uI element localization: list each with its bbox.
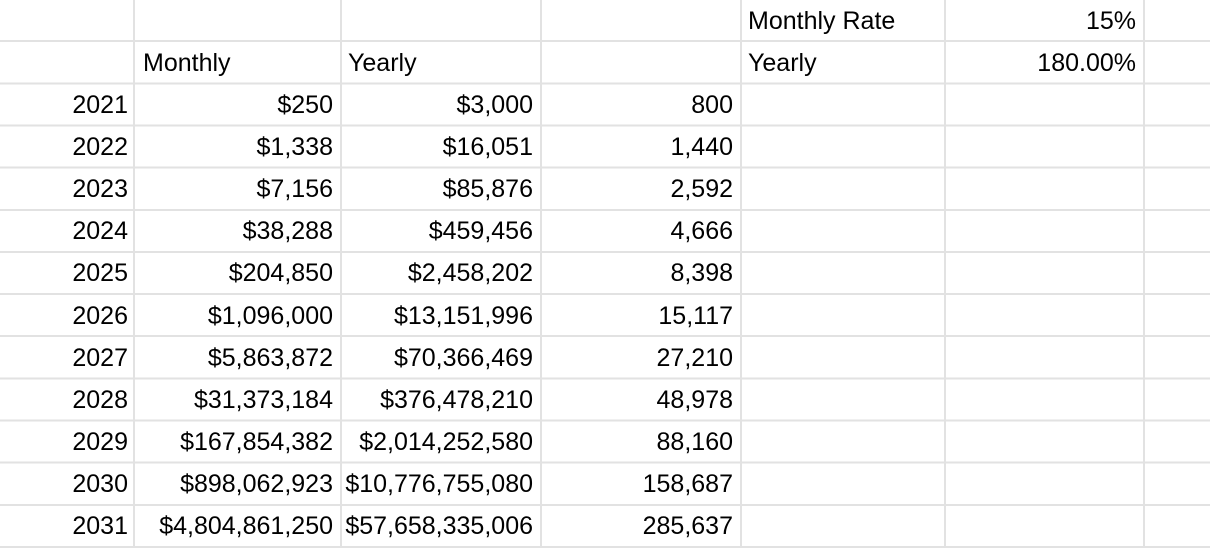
cell-yearly-rate-label[interactable]: Yearly — [748, 48, 817, 77]
column-gridline — [944, 0, 946, 548]
cell-yearly[interactable]: $16,051 — [442, 132, 533, 161]
cell-monthly[interactable]: $898,062,923 — [180, 470, 333, 499]
cell-header-yearly[interactable]: Yearly — [348, 48, 417, 77]
cell-yearly[interactable]: $2,014,252,580 — [359, 427, 533, 456]
cell-count[interactable]: 158,687 — [642, 470, 733, 499]
cell-year[interactable]: 2021 — [72, 90, 128, 119]
cell-yearly[interactable]: $376,478,210 — [380, 385, 533, 414]
cell-year[interactable]: 2027 — [72, 343, 128, 372]
cell-monthly[interactable]: $7,156 — [256, 175, 333, 204]
cell-yearly[interactable]: $85,876 — [442, 175, 533, 204]
column-gridline — [340, 0, 342, 548]
cell-yearly-rate-value[interactable]: 180.00% — [1037, 48, 1136, 77]
cell-yearly[interactable]: $13,151,996 — [393, 301, 533, 330]
column-gridline — [1143, 0, 1145, 548]
cell-yearly[interactable]: $70,366,469 — [393, 343, 533, 372]
cell-count[interactable]: 27,210 — [656, 343, 733, 372]
cell-year[interactable]: 2022 — [72, 132, 128, 161]
cell-count[interactable]: 88,160 — [656, 427, 733, 456]
cell-yearly[interactable]: $57,658,335,006 — [345, 512, 533, 541]
cell-monthly[interactable]: $4,804,861,250 — [159, 512, 333, 541]
cell-yearly[interactable]: $3,000 — [456, 90, 533, 119]
cell-count[interactable]: 1,440 — [670, 132, 733, 161]
cell-header-monthly[interactable]: Monthly — [143, 48, 231, 77]
cell-monthly-rate-label[interactable]: Monthly Rate — [748, 6, 896, 35]
column-gridline — [540, 0, 542, 548]
cell-count[interactable]: 8,398 — [670, 259, 733, 288]
cell-year[interactable]: 2026 — [72, 301, 128, 330]
cell-year[interactable]: 2029 — [72, 427, 128, 456]
cell-monthly[interactable]: $1,096,000 — [207, 301, 333, 330]
column-gridline — [740, 0, 742, 548]
cell-monthly[interactable]: $204,850 — [228, 259, 333, 288]
cell-monthly-rate-value[interactable]: 15% — [1085, 6, 1136, 35]
cell-count[interactable]: 800 — [691, 90, 733, 119]
cell-year[interactable]: 2025 — [72, 259, 128, 288]
cell-monthly[interactable]: $1,338 — [256, 132, 333, 161]
cell-yearly[interactable]: $2,458,202 — [407, 259, 533, 288]
column-gridline — [133, 0, 135, 548]
cell-year[interactable]: 2024 — [72, 217, 128, 246]
cell-year[interactable]: 2023 — [72, 175, 128, 204]
cell-yearly[interactable]: $459,456 — [428, 217, 533, 246]
cell-year[interactable]: 2031 — [72, 512, 128, 541]
cell-monthly[interactable]: $5,863,872 — [207, 343, 333, 372]
cell-year[interactable]: 2028 — [72, 385, 128, 414]
cell-year[interactable]: 2030 — [72, 470, 128, 499]
cell-monthly[interactable]: $250 — [277, 90, 333, 119]
cell-monthly[interactable]: $167,854,382 — [180, 427, 333, 456]
cell-count[interactable]: 2,592 — [670, 175, 733, 204]
cell-yearly[interactable]: $10,776,755,080 — [345, 470, 533, 499]
cell-count[interactable]: 48,978 — [656, 385, 733, 414]
cell-monthly[interactable]: $38,288 — [242, 217, 333, 246]
cell-count[interactable]: 15,117 — [658, 301, 733, 330]
cell-monthly[interactable]: $31,373,184 — [193, 385, 333, 414]
cell-count[interactable]: 285,637 — [642, 512, 733, 541]
cell-count[interactable]: 4,666 — [670, 217, 733, 246]
